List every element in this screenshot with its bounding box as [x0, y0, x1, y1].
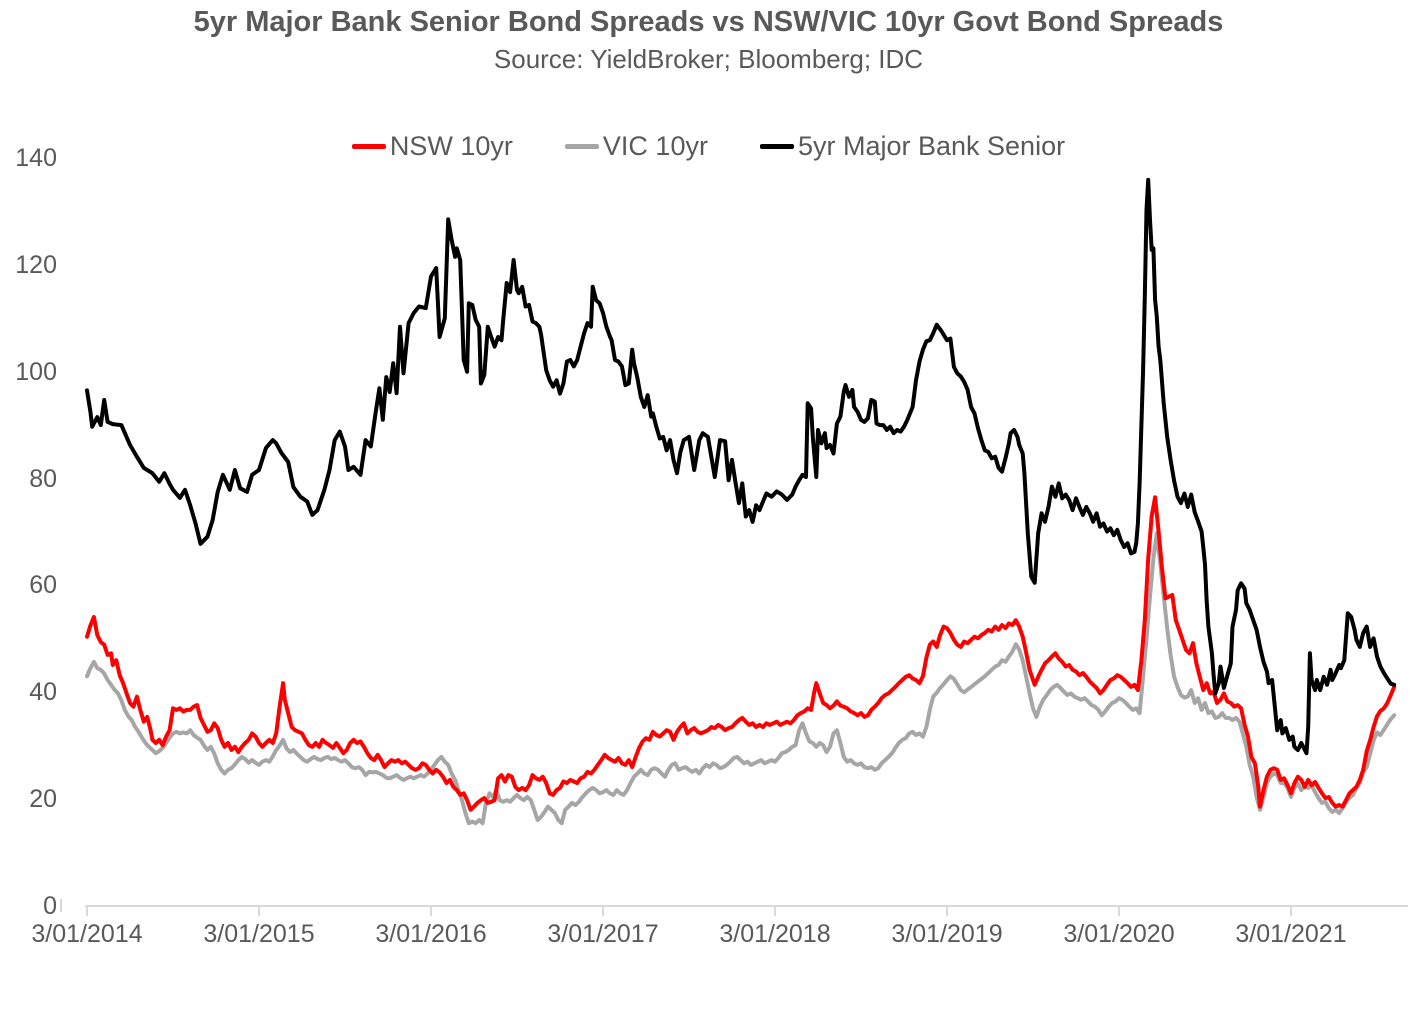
y-axis-tick-label: 0 [43, 892, 57, 920]
x-axis-tick-label: 3/01/2017 [547, 920, 659, 948]
series-line-vic-10yr [85, 531, 1397, 826]
legend-label: VIC 10yr [602, 131, 708, 161]
y-axis-tick-label: 20 [29, 785, 57, 814]
x-axis-tick-label: 3/01/2020 [1063, 920, 1175, 948]
chart-title: 5yr Major Bank Senior Bond Spreads vs NS… [193, 6, 1224, 38]
series-line-5yr-major-bank-senior [85, 177, 1397, 756]
legend-swatch-icon [759, 144, 794, 149]
x-axis-tick-label: 3/01/2018 [719, 920, 831, 948]
legend-swatch-icon [564, 144, 599, 149]
series-line-nsw-10yr [85, 495, 1397, 812]
legend-item-5yr-major-bank-senior: 5yr Major Bank Senior [759, 131, 1066, 162]
legend: NSW 10yr VIC 10yr 5yr Major Bank Senior [0, 131, 1417, 162]
x-axis-tick-label: 3/01/2015 [203, 920, 315, 948]
y-axis-tick-label: 40 [29, 678, 57, 707]
legend-swatch-icon [351, 144, 386, 149]
x-axis-tick-label: 3/01/2021 [1235, 920, 1347, 948]
y-axis-tick-label: 80 [29, 464, 57, 493]
y-axis-tick-label: 140 [15, 144, 57, 172]
legend-label: 5yr Major Bank Senior [797, 131, 1066, 161]
legend-item-vic-10yr: VIC 10yr [564, 131, 708, 162]
x-axis-tick-label: 3/01/2016 [375, 920, 487, 948]
legend-label: NSW 10yr [389, 131, 513, 161]
x-axis-tick-label: 3/01/2014 [31, 920, 143, 948]
y-axis-tick-label: 60 [29, 571, 57, 600]
chart-subtitle: Source: YieldBroker; Bloomberg; IDC [493, 44, 924, 74]
legend-item-nsw-10yr: NSW 10yr [351, 131, 513, 162]
y-axis-tick-label: 120 [15, 250, 57, 279]
x-axis-tick-label: 3/01/2019 [891, 920, 1003, 948]
y-axis-tick-label: 100 [15, 357, 57, 386]
